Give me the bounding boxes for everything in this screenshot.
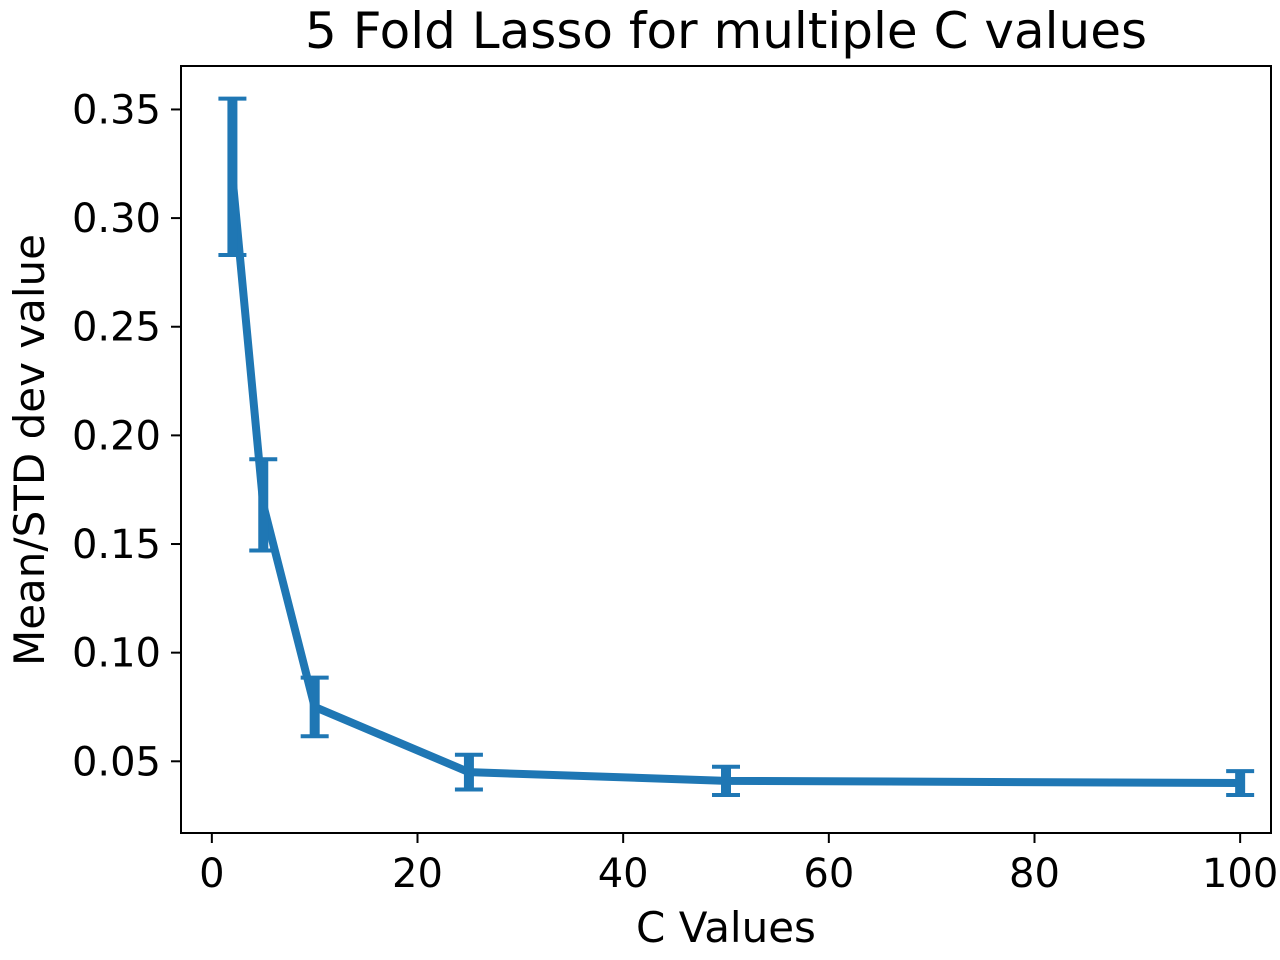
x-axis-label: C Values	[636, 903, 816, 952]
y-tick-label: 0.20	[72, 413, 161, 459]
error-bar	[300, 675, 329, 739]
y-axis-label: Mean/STD dev value	[5, 234, 54, 666]
y-axis: 0.05 0.10 0.15 0.20 0.25 0.30 0.35	[72, 87, 181, 785]
x-tick-label: 60	[803, 851, 854, 897]
plot-area	[180, 65, 1272, 834]
x-tick-label: 100	[1202, 851, 1278, 897]
x-tick-label: 0	[199, 851, 224, 897]
x-axis: 0 20 40 60 80 100	[199, 833, 1278, 897]
chart-title: 5 Fold Lasso for multiple C values	[305, 2, 1147, 60]
x-tick-label: 80	[1009, 851, 1060, 897]
series	[218, 96, 1255, 797]
error-bar	[218, 96, 247, 258]
y-tick-label: 0.05	[72, 739, 161, 785]
y-tick-label: 0.35	[72, 87, 161, 133]
y-tick-label: 0.30	[72, 196, 161, 242]
error-bar	[1226, 769, 1255, 797]
y-tick-label: 0.25	[72, 305, 161, 351]
y-tick-label: 0.15	[72, 522, 161, 568]
error-bar	[712, 764, 740, 797]
error-bar	[249, 457, 278, 553]
x-tick-label: 20	[392, 851, 443, 897]
x-tick-label: 40	[598, 851, 649, 897]
series-line	[228, 176, 1241, 788]
plot-frame	[180, 65, 1272, 834]
error-bar	[454, 752, 483, 792]
y-tick-label: 0.10	[72, 631, 161, 677]
